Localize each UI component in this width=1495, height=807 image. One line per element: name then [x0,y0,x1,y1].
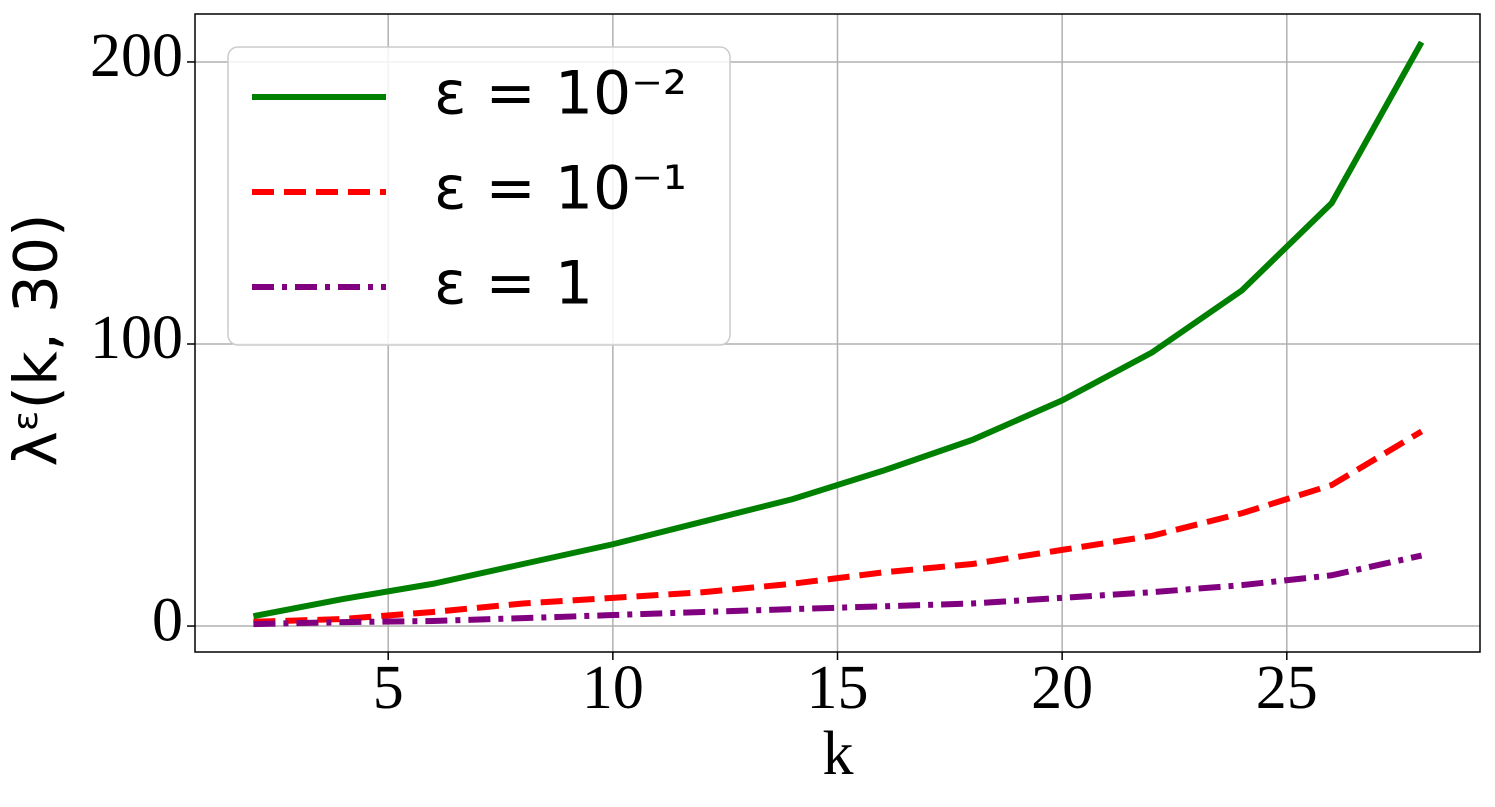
legend-label: ε = 1 [434,249,593,319]
y-axis-label: λᵋ(k, 30) [2,213,72,466]
legend-label: ε = 10⁻² [434,59,687,129]
x-tick-label: 15 [807,654,869,722]
x-tick-label: 25 [1256,654,1318,722]
x-tick-label: 10 [582,654,644,722]
series-line [253,428,1424,625]
x-tick-label: 5 [373,654,404,722]
x-axis-label: k [823,720,854,788]
series-line [252,40,1425,620]
legend-label: ε = 10⁻¹ [434,154,687,224]
x-tick-label: 20 [1031,654,1093,722]
y-tick-label: 100 [90,304,183,372]
plot-frame [194,13,1481,653]
y-tick-label: 0 [152,586,183,654]
y-tick-label: 200 [90,22,183,90]
legend-box [227,46,731,346]
